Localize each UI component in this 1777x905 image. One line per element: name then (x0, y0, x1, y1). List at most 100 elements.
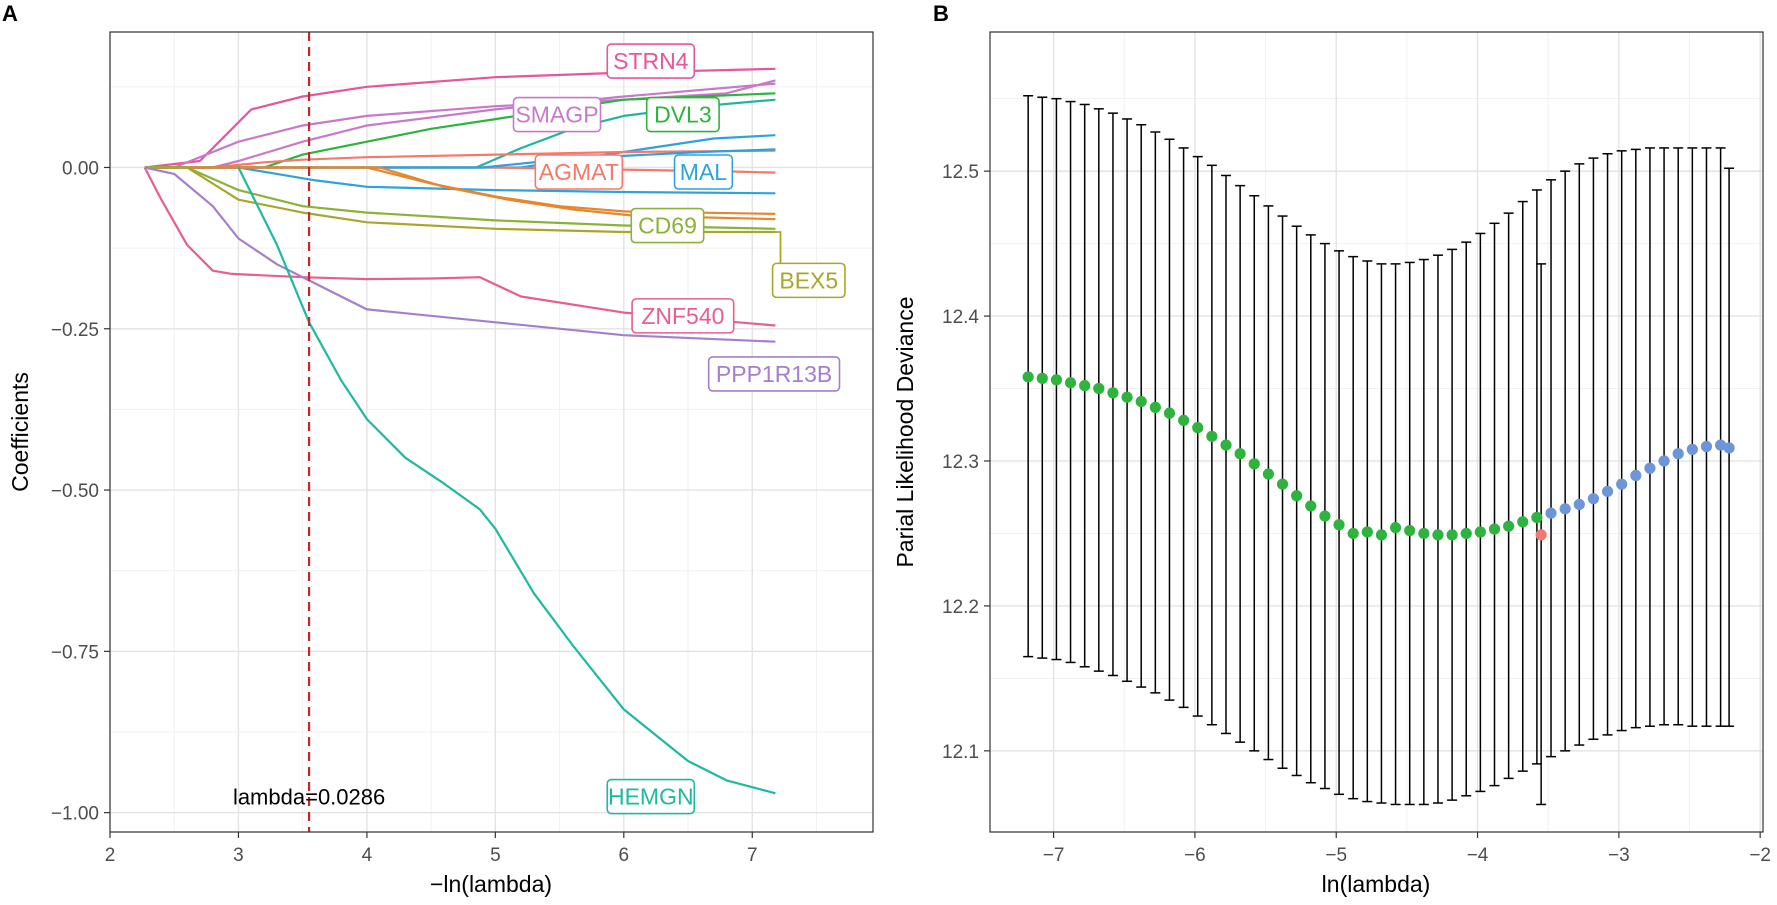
deviance-point (1276, 478, 1289, 490)
lambda-annotation: lambda=0.0286 (233, 785, 385, 810)
y-axis-title-a: Coefficients (7, 372, 33, 492)
gene-label-hemgn: HEMGN (608, 784, 694, 810)
deviance-point (1503, 520, 1515, 532)
gene-label-dvl3: DVL3 (654, 102, 712, 128)
label-box-smagp (512, 96, 602, 133)
gene-label-ppp1r13b: PPP1R13B (716, 361, 832, 387)
x-tick-label-a: 2 (105, 845, 116, 866)
x-tick-label-b: −4 (1467, 845, 1489, 866)
y-tick-label-b: 12.3 (942, 452, 979, 473)
y-tick-label-a: 0.00 (62, 158, 99, 179)
x-tick-label-a: 4 (362, 845, 373, 866)
deviance-point (1333, 519, 1345, 531)
coef-line-cd69 (144, 166, 776, 230)
deviance-point (1559, 503, 1571, 515)
y-tick-label-b: 12.2 (942, 597, 979, 618)
deviance-point (1107, 387, 1119, 399)
y-tick-label-b: 12.4 (942, 307, 979, 328)
deviance-point (1700, 440, 1713, 453)
x-tick-label-b: −6 (1184, 845, 1206, 866)
gene-label-strn4: STRN4 (613, 48, 689, 74)
x-tick-label-b: −5 (1325, 845, 1347, 866)
label-box-dvl3 (645, 96, 720, 133)
label-box-bex5 (771, 262, 846, 299)
deviance-point (1135, 395, 1147, 408)
panel-a-border (109, 31, 874, 833)
deviance-point (1488, 523, 1501, 535)
gene-label-agmat: AGMAT (539, 159, 619, 185)
lambda-vline-group: lambda=0.0286 (233, 32, 385, 832)
deviance-point (1149, 401, 1161, 413)
deviance-point (1064, 377, 1077, 389)
y-axis-title-b: Parial Likelihood Deviance (892, 296, 918, 567)
deviance-point (1248, 458, 1260, 470)
x-tick-label-a: 5 (490, 845, 501, 866)
panel-a-background (110, 32, 873, 832)
gene-label-bex5: BEX5 (779, 267, 838, 293)
x-tick-label-b: −7 (1043, 845, 1065, 866)
label-box-agmat (534, 154, 624, 190)
deviance-point (1347, 527, 1359, 540)
label-box-znf540 (631, 298, 735, 334)
x-tick-label-a: 6 (619, 845, 630, 866)
deviance-point (1375, 529, 1388, 541)
deviance-point (1163, 407, 1176, 419)
deviance-point (1601, 485, 1614, 498)
x-tick-label-a: 7 (747, 845, 758, 866)
deviance-point (1291, 490, 1303, 502)
deviance-point (1319, 510, 1331, 522)
x-tick-label-b: −3 (1608, 845, 1630, 866)
coefficient-path-plot: lambda=0.0286 STRN4 SMAGP DVL3 MAL AGMAT CD69… (7, 31, 874, 897)
y-tick-label-a: −0.25 (51, 320, 99, 341)
deviance-point (1545, 507, 1557, 519)
deviance-point (1178, 414, 1190, 427)
coef-line-znf540 (143, 166, 776, 327)
gene-label-cd69: CD69 (638, 213, 697, 239)
coef-line-ppp1r13b (144, 166, 776, 343)
deviance-point (1305, 500, 1317, 512)
y-tick-label-b: 12.1 (942, 742, 979, 763)
deviance-point (1630, 469, 1642, 482)
deviance-point (1022, 371, 1034, 383)
deviance-point (1672, 448, 1684, 460)
panel-a-ticks: 2 3 4 5 6 7 0.00 −0.25 −0.50 −0.75 −1.00 (51, 158, 758, 866)
coef-line-hemgn (237, 167, 776, 795)
deviance-point (1192, 422, 1204, 434)
y-tick-label-a: −0.50 (51, 481, 99, 502)
deviance-point (1573, 498, 1585, 511)
deviance-point (1220, 439, 1232, 451)
coef-line-dvl3 (144, 92, 776, 169)
gene-labels: STRN4 SMAGP DVL3 MAL AGMAT CD69 BEX5 ZNF540 PPP1… (512, 43, 846, 815)
x-tick-label-a: 3 (233, 845, 244, 866)
deviance-point (1644, 462, 1656, 474)
label-box-strn4 (606, 43, 696, 79)
panel-label-a: A (2, 1, 18, 26)
y-tick-label-a: −1.00 (51, 804, 99, 825)
deviance-point (1079, 380, 1091, 392)
label-box-ppp1r13b (707, 356, 841, 392)
panel-label-b: B (933, 1, 949, 26)
panel-b-ticks: −7 −6 −5 −4 −3 −2 12.1 12.2 12.3 12.4 12.5 (942, 162, 1771, 866)
y-tick-label-a: −0.75 (51, 642, 99, 663)
deviance-point (1474, 526, 1486, 538)
gene-label-smagp: SMAGP (515, 102, 598, 128)
deviance-point (1460, 527, 1472, 540)
deviance-point (1050, 374, 1063, 386)
deviance-point (1121, 391, 1133, 403)
deviance-point (1418, 527, 1430, 540)
deviance-point (1093, 382, 1105, 395)
label-box-mal (673, 154, 734, 190)
deviance-points (1022, 371, 1735, 541)
panel-b-border (989, 31, 1764, 833)
deviance-point (1517, 516, 1529, 528)
deviance-point (1036, 372, 1048, 384)
deviance-point (1234, 448, 1246, 460)
gene-label-znf540: ZNF540 (641, 303, 724, 329)
label-box-cd69 (630, 207, 705, 244)
deviance-point (1404, 524, 1416, 537)
deviance-point (1715, 439, 1727, 451)
deviance-point (1262, 468, 1274, 480)
coef-line-smagp (144, 79, 776, 169)
